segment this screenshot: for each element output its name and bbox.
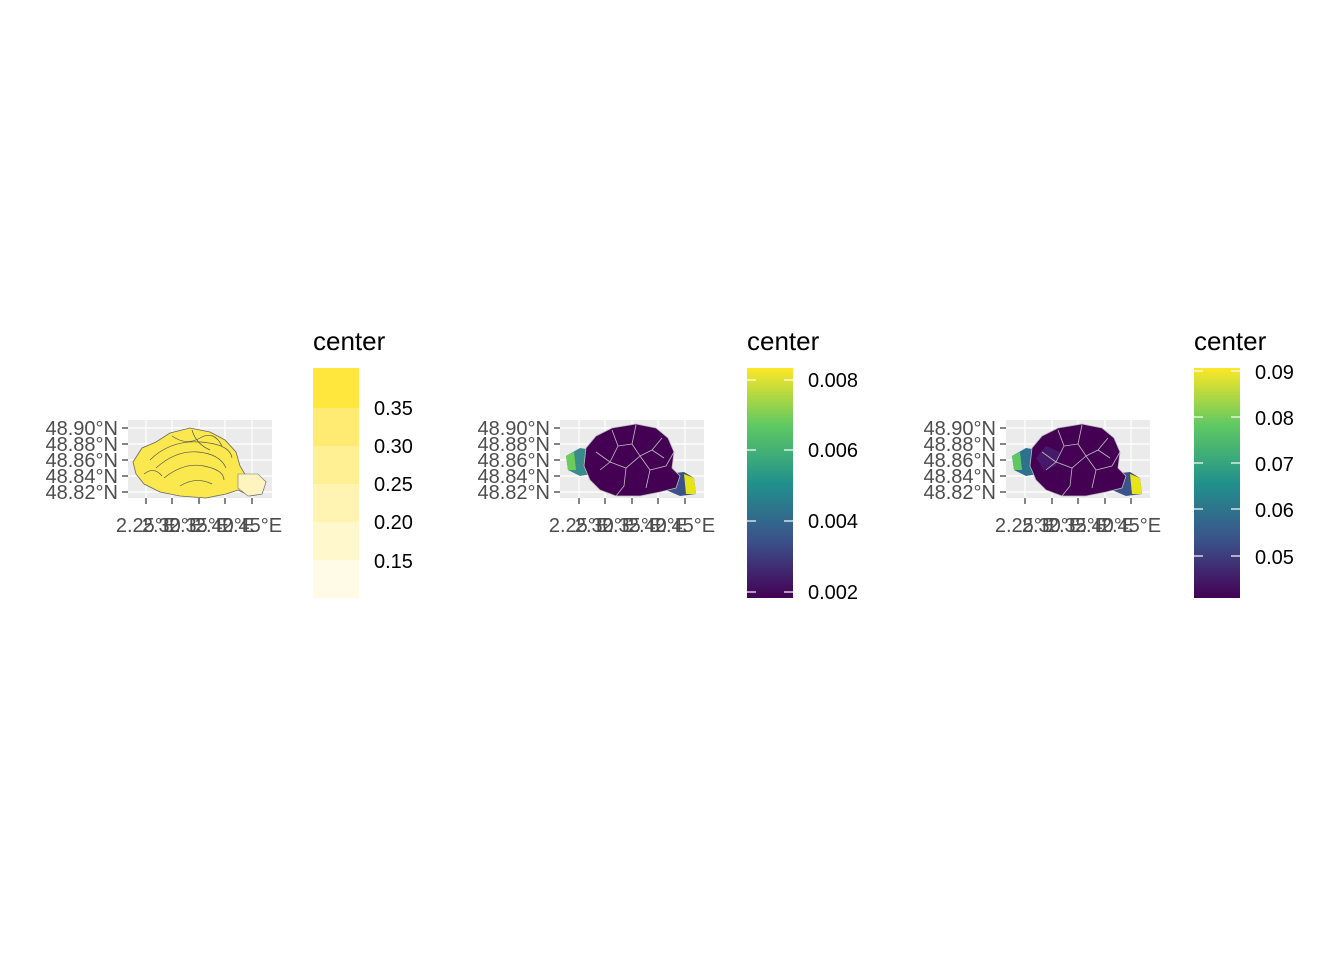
legend-bin: [313, 408, 359, 446]
paris-region: [583, 423, 681, 497]
x-tick-label: 2.40°E: [628, 515, 688, 537]
legend-label: 0.15: [374, 551, 413, 573]
y-tick-label: 48.82°N: [924, 482, 997, 504]
x-tick-label: 2.45°E: [222, 515, 282, 537]
legend-label: 0.008: [808, 370, 858, 392]
legend-label: 0.07: [1255, 454, 1294, 476]
east-extension-inner: [1130, 474, 1142, 494]
y-tick-label: 48.82°N: [46, 482, 119, 504]
legend-middle: center 0.008 0.006 0.004 0.002: [747, 326, 858, 604]
x-tick-label: 2.40°E: [195, 515, 255, 537]
x-axis-ticks: [145, 498, 253, 504]
x-tick-label: 2.40°E: [1075, 515, 1135, 537]
paris-region: [1029, 423, 1127, 497]
y-tick-label: 48.90°N: [478, 418, 551, 440]
y-tick-label: 48.82°N: [478, 482, 551, 504]
legend-label: 0.06: [1255, 500, 1294, 522]
y-tick-label: 48.88°N: [924, 434, 997, 456]
arrondissement-borders: [595, 424, 675, 497]
legend-right: center 0.09 0.08 0.07 0.06 0.05: [1194, 326, 1294, 598]
x-tick-label: 2.30°E: [575, 515, 635, 537]
legend-colorbar: [1194, 368, 1240, 598]
legend-title: center: [747, 326, 820, 356]
legend-bin: [313, 560, 359, 598]
east-extension-inner: [684, 474, 696, 494]
y-axis-ticks: [1000, 427, 1006, 493]
y-tick-label: 48.86°N: [46, 450, 119, 472]
legend-label: 0.08: [1255, 408, 1294, 430]
legend-bin: [313, 484, 359, 522]
y-tick-label: 48.88°N: [46, 434, 119, 456]
x-tick-label: 2.35°E: [602, 515, 662, 537]
map-panel-left: 48.90°N 48.88°N 48.86°N 48.84°N 48.82°N …: [46, 418, 283, 537]
map-panel-middle: 48.90°N 48.88°N 48.86°N 48.84°N 48.82°N …: [478, 418, 716, 537]
y-tick-label: 48.90°N: [924, 418, 997, 440]
y-tick-label: 48.90°N: [46, 418, 119, 440]
colorbar-ticks: [747, 379, 793, 593]
legend-title: center: [1194, 326, 1267, 356]
x-tick-label: 2.30°E: [142, 515, 202, 537]
legend-bin: [313, 368, 359, 408]
y-tick-label: 48.88°N: [478, 434, 551, 456]
legend-label: 0.20: [374, 512, 413, 534]
legend-left: center 0.35 0.30 0.25 0.20 0.15: [313, 326, 413, 598]
legend-title: center: [313, 326, 386, 356]
legend-label: 0.25: [374, 474, 413, 496]
x-axis-ticks: [578, 498, 686, 504]
legend-label: 0.006: [808, 440, 858, 462]
legend-label: 0.09: [1255, 362, 1294, 384]
x-tick-label: 2.45°E: [1101, 515, 1161, 537]
x-axis-ticks: [1024, 498, 1132, 504]
legend-label: 0.30: [374, 436, 413, 458]
x-tick-label: 2.30°E: [1022, 515, 1082, 537]
x-tick-label: 2.25°E: [995, 515, 1055, 537]
y-axis-ticks: [554, 427, 560, 493]
legend-label: 0.002: [808, 582, 858, 604]
y-tick-label: 48.84°N: [924, 466, 997, 488]
y-tick-label: 48.86°N: [924, 450, 997, 472]
x-tick-label: 2.25°E: [549, 515, 609, 537]
legend-label: 0.004: [808, 511, 858, 533]
y-tick-label: 48.84°N: [478, 466, 551, 488]
y-tick-label: 48.84°N: [46, 466, 119, 488]
paris-contour-east: [237, 473, 267, 497]
map-panel-right: 48.90°N 48.88°N 48.86°N 48.84°N 48.82°N …: [924, 418, 1162, 537]
x-tick-label: 2.35°E: [169, 515, 229, 537]
contour-lines: [143, 429, 233, 487]
legend-colorbar: [747, 368, 793, 598]
colorbar-ticks: [1194, 370, 1240, 557]
legend-bin: [313, 522, 359, 560]
y-tick-label: 48.86°N: [478, 450, 551, 472]
arrondissement-borders: [1041, 424, 1121, 497]
x-tick-label: 2.45°E: [655, 515, 715, 537]
x-tick-label: 2.25°E: [116, 515, 176, 537]
west-extension-inner: [1012, 452, 1022, 470]
legend-bin: [313, 446, 359, 484]
y-axis-ticks: [122, 427, 128, 493]
x-tick-label: 2.35°E: [1048, 515, 1108, 537]
legend-label: 0.05: [1255, 547, 1294, 569]
legend-label: 0.35: [374, 398, 413, 420]
west-extension-inner: [566, 452, 576, 470]
